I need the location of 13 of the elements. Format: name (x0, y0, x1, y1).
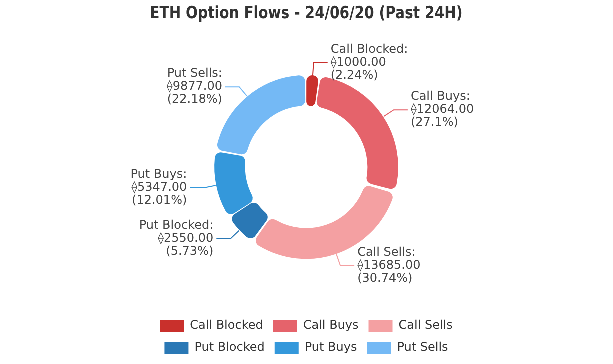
chart-title: ETH Option Flows - 24/06/20 (Past 24H) (150, 3, 463, 23)
legend-label: Put Blocked (194, 340, 265, 354)
data-label: Call Buys: ⟠12064.00 (27.1%) (410, 89, 474, 130)
legend-label: Call Sells (398, 318, 453, 332)
data-label: Call Sells: ⟠13685.00 (30.74%) (358, 245, 421, 286)
data-label: Put Buys: ⟠5347.00 (12.01%) (130, 167, 188, 208)
data-label: Put Blocked: ⟠2550.00 (5.73%) (139, 218, 214, 258)
legend-label: Put Sells (397, 340, 448, 354)
legend-label: Call Buys (303, 318, 359, 332)
legend-label: Call Blocked (190, 318, 264, 332)
data-label: Put Sells: ⟠9877.00 (22.18%) (166, 66, 222, 106)
legend-label: Put Buys (304, 340, 358, 354)
data-label: Call Blocked: ⟠1000.00 (2.24%) (330, 42, 408, 82)
